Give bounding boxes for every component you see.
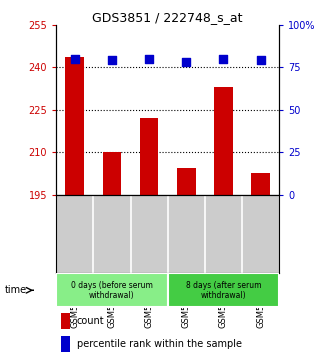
Point bbox=[72, 56, 77, 62]
Text: count: count bbox=[77, 316, 104, 326]
Point bbox=[258, 58, 263, 63]
Bar bbox=[177, 168, 195, 195]
Point bbox=[221, 56, 226, 62]
Bar bbox=[56, 273, 168, 307]
Bar bbox=[251, 173, 270, 195]
Bar bbox=[140, 118, 159, 195]
Bar bbox=[103, 152, 121, 195]
Text: 8 days (after serum
withdrawal): 8 days (after serum withdrawal) bbox=[186, 281, 261, 300]
Text: time: time bbox=[5, 285, 27, 295]
Point bbox=[147, 56, 152, 62]
Bar bbox=[61, 313, 70, 329]
Bar bbox=[65, 57, 84, 195]
Point bbox=[184, 59, 189, 65]
Text: 0 days (before serum
withdrawal): 0 days (before serum withdrawal) bbox=[71, 281, 153, 300]
Text: percentile rank within the sample: percentile rank within the sample bbox=[77, 339, 242, 349]
Title: GDS3851 / 222748_s_at: GDS3851 / 222748_s_at bbox=[92, 11, 243, 24]
Bar bbox=[214, 87, 233, 195]
Point bbox=[109, 58, 115, 63]
Bar bbox=[61, 336, 70, 352]
Bar bbox=[168, 273, 279, 307]
